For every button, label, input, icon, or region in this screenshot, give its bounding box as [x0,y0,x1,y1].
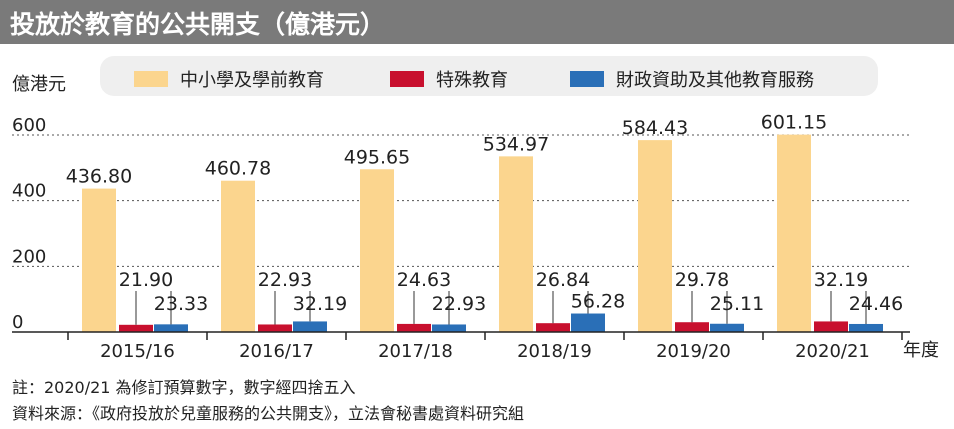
y-tick-label: 600 [12,115,46,136]
data-label: 24.46 [849,293,903,315]
bar [814,321,848,332]
y-tick-label: 400 [12,181,46,202]
x-tick-label: 2015/16 [100,341,175,362]
x-tick-label: 2020/21 [795,341,870,362]
bar [432,324,466,332]
data-label: 584.43 [622,117,688,139]
legend-item-primary: 中小學及學前教育 [134,66,324,92]
bar [536,323,570,332]
bar [638,140,672,332]
x-tick-label: 2019/20 [656,341,731,362]
x-tick-label: 2017/18 [378,341,453,362]
bar [82,188,116,332]
bar [710,323,744,332]
data-label: 32.19 [293,293,347,315]
legend-item-other: 財政資助及其他教育服務 [570,66,814,92]
data-label: 22.93 [432,293,486,315]
data-label: 24.63 [397,269,451,291]
x-axis-label: 年度 [903,340,939,361]
data-label: 32.19 [814,269,868,291]
bar [777,134,811,332]
data-label: 436.80 [66,166,132,188]
data-label: 22.93 [258,269,312,291]
footnote-source: 資料來源：《政府投放於兒童服務的公共開支》，立法會秘書處資料研究組 [12,404,525,423]
bar [154,324,188,332]
bar [499,156,533,332]
bar [119,324,153,332]
data-label: 495.65 [344,146,410,168]
chart-title: 投放於教育的公共開支（億港元） [10,10,386,39]
legend-swatch-other [570,71,604,87]
legend: 中小學及學前教育 特殊教育 財政資助及其他教育服務 [100,56,878,96]
legend-label-special: 特殊教育 [436,70,508,91]
legend-swatch-special [390,71,424,87]
legend-swatch-primary [134,71,168,87]
bar [360,169,394,332]
data-label: 21.90 [119,269,173,291]
data-label: 56.28 [571,291,625,313]
bar [397,323,431,332]
y-tick-label: 200 [12,246,46,267]
data-label: 26.84 [536,269,590,291]
y-tick-label: 0 [12,312,23,333]
legend-label-primary: 中小學及學前教育 [180,70,324,91]
x-tick-label: 2016/17 [239,341,314,362]
legend-item-special: 特殊教育 [390,66,508,92]
data-label: 29.78 [675,269,729,291]
data-label: 460.78 [205,158,271,180]
data-label: 23.33 [154,293,208,315]
bar [221,180,255,332]
bar [849,323,883,332]
bar [258,324,292,332]
bar [571,313,605,332]
data-label: 25.11 [710,293,764,315]
y-axis-label: 億港元 [12,74,66,95]
x-tick-label: 2018/19 [517,341,592,362]
bar [293,321,327,332]
title-bar: 投放於教育的公共開支（億港元） [0,0,954,44]
footnote-note: 註：2020/21 為修訂預算數字，數字經四捨五入 [12,378,356,397]
bar [675,322,709,332]
data-label: 534.97 [483,133,549,155]
legend-label-other: 財政資助及其他教育服務 [616,70,814,91]
data-label: 601.15 [761,112,827,134]
